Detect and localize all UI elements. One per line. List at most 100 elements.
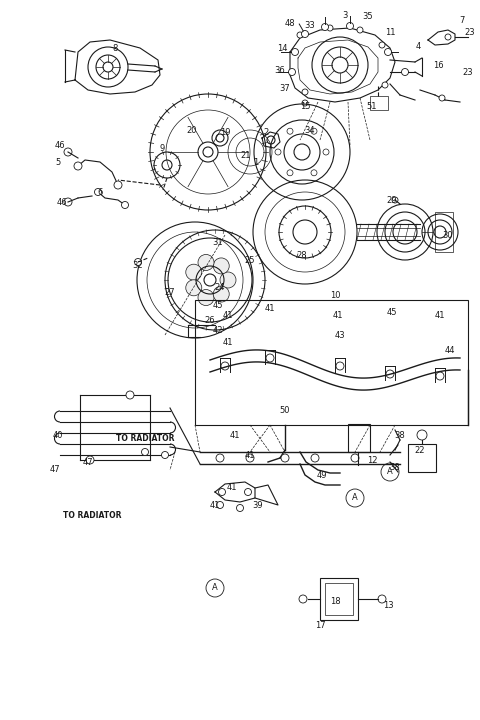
Circle shape	[213, 258, 229, 274]
Circle shape	[302, 89, 308, 95]
Text: 5: 5	[55, 158, 60, 166]
Text: 43: 43	[335, 330, 345, 340]
Bar	[408, 444, 436, 472]
Circle shape	[237, 505, 243, 511]
Text: 13: 13	[383, 600, 393, 610]
Circle shape	[221, 362, 229, 370]
Text: 38: 38	[395, 431, 406, 439]
Bar	[195, 300, 468, 425]
Text: 28: 28	[297, 251, 307, 259]
Circle shape	[311, 170, 317, 176]
Text: 17: 17	[315, 621, 325, 629]
Text: 7: 7	[459, 16, 465, 24]
Text: TO RADIATOR: TO RADIATOR	[63, 510, 121, 520]
Bar	[370, 96, 388, 110]
Circle shape	[386, 370, 394, 378]
Text: TO RADIATOR: TO RADIATOR	[116, 433, 174, 443]
Text: 9: 9	[159, 143, 165, 153]
Circle shape	[288, 68, 296, 76]
Text: 29: 29	[387, 196, 397, 204]
Text: 22: 22	[415, 446, 425, 454]
Text: 31: 31	[213, 238, 223, 246]
Text: 35: 35	[363, 12, 373, 20]
Text: 33: 33	[305, 20, 315, 30]
Circle shape	[287, 170, 293, 176]
Circle shape	[378, 595, 386, 603]
Text: 49: 49	[317, 470, 327, 480]
Text: 47: 47	[50, 466, 60, 474]
Text: 41: 41	[230, 431, 240, 439]
Text: 39: 39	[252, 500, 264, 510]
Circle shape	[244, 488, 252, 495]
Text: 47: 47	[83, 457, 93, 467]
Circle shape	[297, 32, 303, 38]
Text: 32: 32	[132, 261, 144, 269]
Circle shape	[347, 22, 353, 30]
Bar	[320, 578, 358, 620]
Circle shape	[134, 258, 142, 266]
Circle shape	[287, 128, 293, 134]
Circle shape	[114, 181, 122, 189]
Circle shape	[95, 189, 101, 196]
Circle shape	[417, 430, 427, 440]
Text: 41: 41	[333, 310, 343, 320]
Text: 45: 45	[387, 307, 397, 317]
Text: 36: 36	[275, 66, 286, 74]
Bar	[348, 424, 370, 452]
Text: 30: 30	[443, 230, 453, 240]
Circle shape	[379, 42, 385, 48]
Circle shape	[301, 30, 309, 37]
Text: 16: 16	[432, 60, 444, 70]
Circle shape	[275, 149, 281, 155]
Bar	[435, 212, 453, 252]
Text: 41: 41	[435, 310, 445, 320]
Text: 40: 40	[53, 431, 63, 439]
Text: 38: 38	[390, 464, 400, 472]
Circle shape	[186, 280, 202, 296]
Circle shape	[311, 128, 317, 134]
Text: 41: 41	[223, 310, 233, 320]
Circle shape	[336, 362, 344, 370]
Text: 3: 3	[342, 11, 348, 19]
Circle shape	[218, 488, 226, 495]
Text: 19: 19	[220, 127, 230, 137]
Circle shape	[351, 454, 359, 462]
Circle shape	[445, 34, 451, 40]
Circle shape	[126, 391, 134, 399]
Circle shape	[246, 454, 254, 462]
Circle shape	[186, 264, 202, 280]
Text: 4: 4	[415, 42, 420, 50]
Text: 51: 51	[367, 102, 377, 110]
Text: 45: 45	[213, 300, 223, 310]
Circle shape	[161, 451, 168, 459]
Circle shape	[291, 48, 299, 55]
Circle shape	[436, 372, 444, 380]
Circle shape	[220, 272, 236, 288]
Bar	[325, 583, 353, 615]
Circle shape	[302, 100, 308, 106]
Text: 37: 37	[280, 84, 290, 92]
Circle shape	[86, 456, 94, 464]
Text: 25: 25	[245, 256, 255, 264]
Text: A: A	[212, 583, 218, 593]
Text: 23: 23	[465, 27, 475, 37]
Text: A: A	[387, 467, 393, 477]
Text: 20: 20	[187, 125, 197, 135]
Circle shape	[64, 148, 72, 156]
Text: 26: 26	[204, 315, 216, 325]
Text: 41: 41	[245, 451, 255, 459]
Circle shape	[327, 25, 333, 31]
Text: 2: 2	[264, 127, 269, 137]
Text: 15: 15	[300, 102, 310, 110]
Text: 27: 27	[165, 287, 175, 297]
Text: 50: 50	[280, 405, 290, 415]
Text: 44: 44	[445, 346, 455, 354]
Text: 14: 14	[277, 43, 287, 53]
Circle shape	[382, 82, 388, 88]
Circle shape	[384, 48, 392, 55]
Text: 24: 24	[215, 282, 225, 292]
Circle shape	[322, 24, 328, 30]
Text: 42: 42	[213, 325, 223, 335]
Text: 23: 23	[463, 68, 473, 76]
Circle shape	[216, 454, 224, 462]
